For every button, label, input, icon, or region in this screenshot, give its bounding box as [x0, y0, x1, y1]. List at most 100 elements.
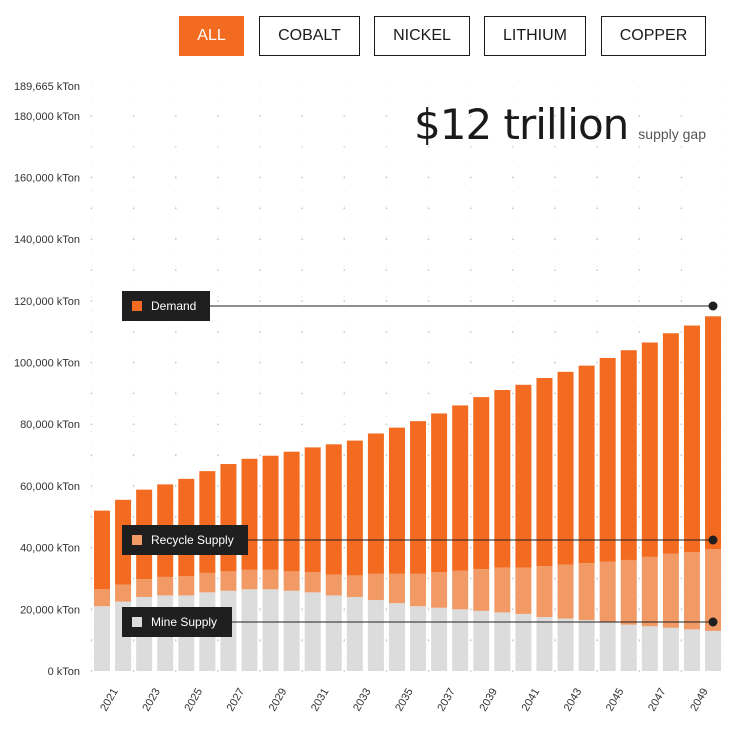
grid-dot	[385, 176, 388, 179]
bar-demand	[94, 510, 110, 590]
bar-recycle	[473, 569, 490, 611]
bar-mine	[557, 618, 574, 671]
x-tick-label: 2043	[562, 686, 585, 713]
grid-dot	[596, 670, 599, 672]
x-tick-label: 2049	[688, 686, 711, 713]
bar-demand	[705, 316, 722, 550]
bar-demand	[199, 471, 216, 573]
grid-dot	[301, 577, 304, 580]
grid-dot	[216, 515, 219, 518]
grid-dot	[259, 423, 261, 426]
grid-dot	[301, 546, 304, 549]
bar-recycle	[283, 571, 300, 591]
grid-dot	[469, 515, 472, 518]
grid-dot	[596, 639, 599, 642]
grid-dot	[469, 546, 472, 549]
legend-label-demand: Demand	[151, 299, 196, 313]
grid-dot	[680, 361, 683, 364]
grid-dot	[216, 330, 219, 333]
bar-recycle	[494, 567, 511, 613]
grid-dot	[259, 485, 261, 487]
grid-dot	[554, 454, 556, 456]
grid-dot	[427, 330, 430, 333]
grid-dot	[259, 639, 261, 642]
grid-dot	[511, 238, 514, 241]
grid-dot	[427, 670, 430, 672]
bar-mine	[241, 589, 258, 671]
tab-copper[interactable]: COPPER	[601, 16, 706, 56]
grid-dot	[132, 176, 135, 179]
tab-nickel[interactable]: NICKEL	[374, 16, 470, 56]
bar-demand	[410, 421, 427, 574]
tab-lithium[interactable]: LITHIUM	[484, 16, 586, 56]
grid-dot	[132, 207, 135, 210]
grid-dot	[301, 299, 304, 302]
grid-dot	[596, 299, 599, 302]
grid-dot	[132, 639, 135, 642]
grid-dot	[385, 515, 388, 518]
grid-dot	[427, 546, 430, 549]
grid-dot	[554, 361, 556, 364]
grid-dot	[680, 577, 683, 580]
bar-demand	[452, 405, 469, 571]
grid-dot	[174, 454, 177, 456]
grid-dot	[301, 670, 304, 672]
grid-dot	[343, 577, 346, 580]
grid-dot	[554, 670, 556, 672]
grid-dot	[385, 207, 388, 210]
grid-dot	[511, 423, 514, 426]
grid-dot	[174, 269, 177, 271]
grid-dot	[680, 454, 683, 456]
grid-dot	[343, 176, 346, 179]
x-tick-label: 2029	[267, 686, 290, 713]
grid-dot	[511, 330, 514, 333]
bar-mine	[388, 603, 405, 671]
grid-dot	[90, 485, 93, 487]
grid-dot	[469, 423, 472, 426]
tab-cobalt[interactable]: COBALT	[259, 16, 360, 56]
grid-dot	[680, 207, 683, 210]
grid-dot	[174, 670, 177, 672]
grid-dot	[216, 639, 219, 642]
bar-recycle	[578, 563, 595, 621]
bar-demand	[283, 451, 300, 572]
grid-dot	[511, 454, 514, 456]
grid-dot	[596, 269, 599, 271]
grid-dot	[469, 608, 472, 611]
grid-dot	[132, 670, 135, 672]
grid-dot	[385, 639, 388, 642]
y-tick-label: 120,000 kTon	[14, 296, 80, 308]
bar-demand	[220, 464, 237, 572]
grid-dot	[554, 639, 556, 642]
bar-demand	[262, 455, 279, 570]
grid-dot	[132, 269, 135, 271]
bar-demand	[683, 325, 700, 553]
grid-dot	[469, 670, 472, 672]
grid-dot	[90, 238, 93, 241]
bar-demand	[557, 371, 574, 565]
grid-dot	[90, 269, 93, 271]
bar-recycle	[557, 564, 574, 619]
grid-dot	[259, 176, 261, 179]
grid-dot	[90, 577, 93, 580]
bar-demand	[346, 440, 363, 576]
supply-gap-caption: supply gap	[638, 126, 706, 142]
tab-all[interactable]: ALL	[179, 16, 244, 56]
grid-dot	[259, 238, 261, 241]
grid-dot	[638, 299, 641, 302]
leader-dot-mine	[708, 617, 718, 627]
grid-dot	[511, 299, 514, 302]
bar-mine	[283, 590, 300, 671]
grid-dot	[259, 392, 261, 395]
grid-dot	[638, 485, 641, 487]
grid-dot	[343, 207, 346, 210]
grid-dot	[259, 269, 261, 271]
grid-dot	[596, 392, 599, 395]
bar-demand	[304, 447, 321, 573]
grid-dot	[427, 207, 430, 210]
grid-dot	[554, 392, 556, 395]
grid-dot	[343, 423, 346, 426]
grid-dot	[427, 299, 430, 302]
grid-dot	[343, 299, 346, 302]
grid-dot	[301, 238, 304, 241]
